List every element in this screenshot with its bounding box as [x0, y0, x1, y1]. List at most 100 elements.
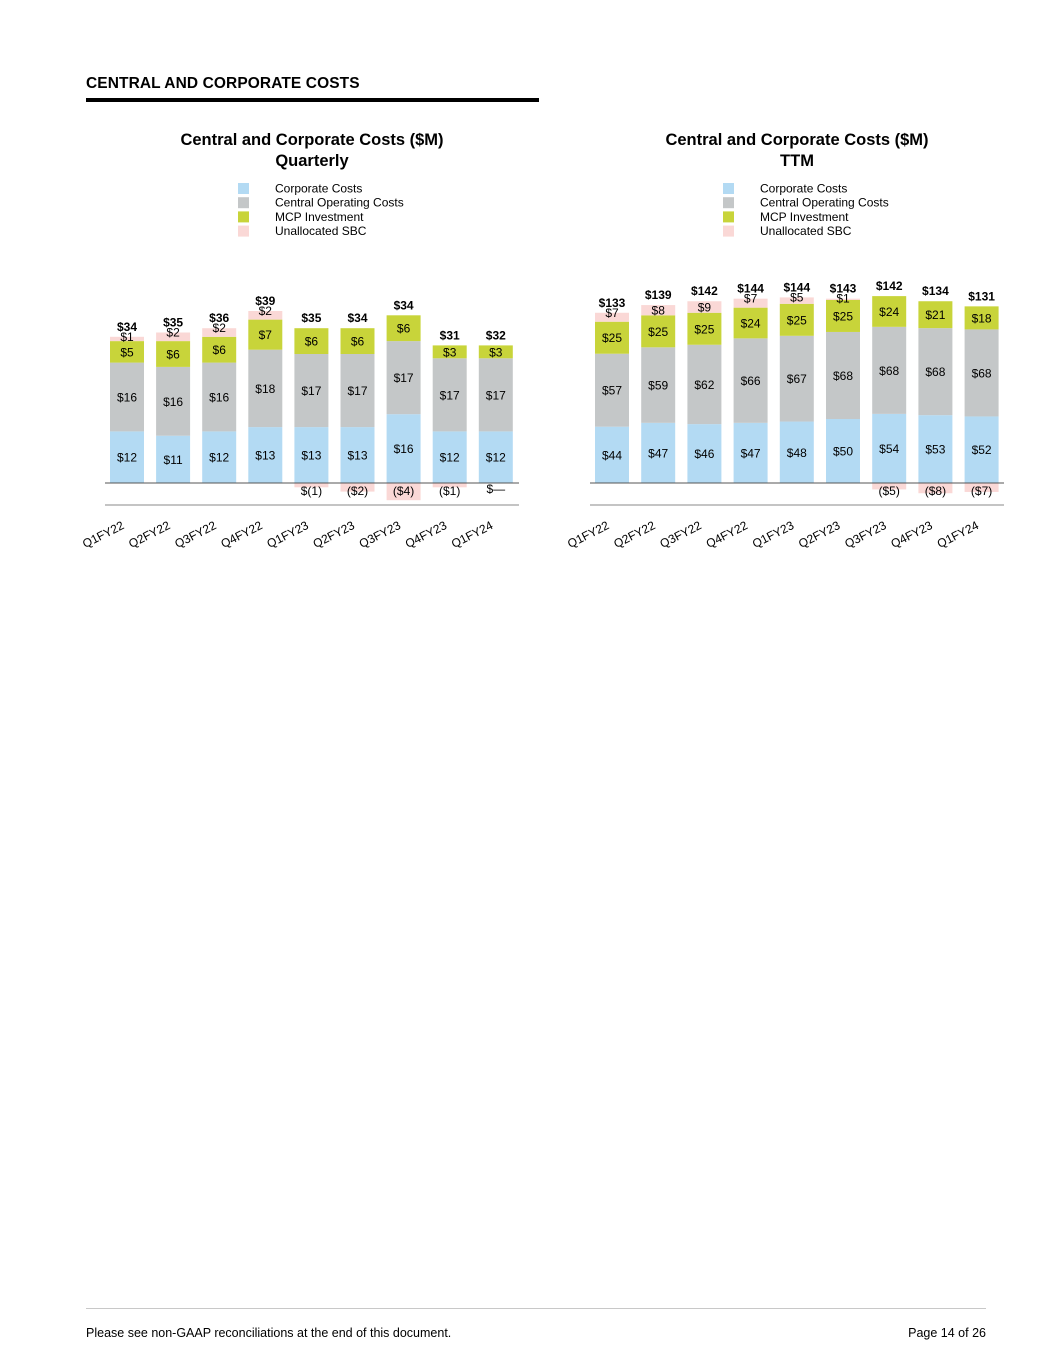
chart1-label-Q2FY22-seg3: $6	[166, 348, 180, 362]
chart2-label-Q1FY23-seg3: $25	[787, 313, 807, 327]
chart1-label-Q1FY23-seg3: $6	[305, 335, 319, 349]
footer-divider	[86, 1308, 986, 1309]
chart1-bar-Q4FY23-seg3	[432, 345, 467, 359]
chart2-label-Q4FY23-seg4: ($8)	[925, 484, 946, 498]
chart1-bar-Q1FY23-seg4	[294, 483, 329, 488]
chart1-tick-Q3FY22: Q3FY22	[172, 518, 218, 551]
chart1-label-Q3FY23-seg2: $17	[394, 371, 414, 385]
chart2-label-Q2FY22-seg2: $59	[648, 379, 668, 393]
chart2-label-Q3FY22-seg3: $25	[694, 322, 714, 336]
section-title: CENTRAL AND CORPORATE COSTS	[86, 75, 360, 92]
chart2-bar-Q3FY23-seg1	[872, 413, 907, 483]
chart1-bar-Q2FY22-seg2	[156, 366, 191, 436]
chart1-label-Q4FY23-seg4: ($1)	[439, 484, 460, 498]
chart1-tick-Q3FY23: Q3FY23	[357, 518, 403, 551]
chart2-legend-swatch-2	[723, 197, 734, 209]
chart1-bar-Q3FY22-seg3	[202, 336, 237, 363]
chart2-bar-Q2FY22-seg1	[641, 422, 676, 483]
chart1-label-Q2FY22-seg4: $2	[166, 326, 180, 340]
chart2-bar-Q4FY22-seg4	[733, 298, 768, 308]
chart2-label-Q1FY24-seg1: $52	[972, 443, 992, 457]
chart1-tick-Q1FY24: Q1FY24	[449, 518, 495, 551]
chart2-tick-Q2FY23: Q2FY23	[796, 518, 842, 551]
chart1-label-Q4FY22-seg1: $13	[255, 449, 275, 463]
chart2-tick-Q1FY23: Q1FY23	[750, 518, 796, 551]
chart1-label-Q4FY22-seg3: $7	[259, 328, 273, 342]
chart1-legend-swatch-4	[238, 225, 249, 237]
chart1-label-Q1FY24-seg3: $3	[489, 345, 503, 359]
chart2-label-Q4FY22-seg3: $24	[741, 317, 761, 331]
chart2-label-Q4FY23-seg3: $21	[925, 308, 945, 322]
chart1-label-Q3FY22-seg4: $2	[213, 321, 227, 335]
chart2-bar-Q1FY23-seg3	[779, 303, 814, 336]
chart2-label-Q2FY23-seg2: $68	[833, 369, 853, 383]
chart1-label-Q1FY22-seg3: $5	[120, 345, 134, 359]
chart2-bar-Q4FY23-seg2	[918, 328, 953, 416]
chart2-bar-Q4FY22-seg2	[733, 338, 768, 423]
chart2-tick-Q3FY23: Q3FY23	[842, 518, 888, 551]
chart1-label-Q3FY23-seg3: $6	[397, 322, 411, 336]
chart2-label-Q1FY23-seg2: $67	[787, 372, 807, 386]
chart1-bar-Q3FY23-seg1	[386, 414, 421, 483]
chart2-total-Q3FY23: $142	[876, 279, 903, 293]
chart1-label-Q1FY23-seg4: $(1)	[301, 484, 322, 498]
chart2-bar-Q1FY24-seg2	[964, 329, 999, 417]
chart2-bar-Q2FY23-seg1	[826, 419, 860, 483]
chart2-bar-Q3FY22-seg2	[687, 344, 722, 425]
chart2-bar-Q4FY23-seg3	[918, 301, 953, 329]
chart1-bar-Q3FY23-seg4	[386, 483, 421, 501]
chart2-bar-Q1FY24-seg1	[964, 416, 999, 483]
chart2-label-Q1FY24-seg4: ($7)	[971, 484, 992, 498]
section-title-underline	[86, 98, 539, 102]
chart1-label-Q1FY24-seg4: $—	[486, 482, 505, 496]
chart1-total-Q3FY22: $36	[209, 311, 229, 325]
chart2-legend-label-1: Corporate Costs	[760, 182, 847, 196]
chart1-bar-Q1FY22-seg1	[110, 431, 144, 483]
chart2-total-Q4FY23: $134	[922, 284, 949, 298]
chart2-label-Q2FY23-seg4: $1	[836, 292, 850, 306]
chart2-bar-Q3FY22-seg1	[687, 424, 722, 483]
chart1-label-Q4FY23-seg1: $12	[440, 451, 460, 465]
chart2-bar-Q2FY22-seg3	[641, 315, 676, 348]
chart1-tick-Q4FY22: Q4FY22	[218, 518, 264, 551]
chart2-label-Q1FY23-seg4: $5	[790, 290, 804, 304]
chart2-label-Q3FY23-seg3: $24	[879, 305, 899, 319]
chart1-total-Q1FY22: $34	[117, 320, 137, 334]
chart1-label-Q2FY22-seg1: $11	[164, 453, 183, 467]
chart1-label-Q1FY22-seg4: $1	[120, 330, 134, 344]
chart1-bar-Q4FY22-seg3	[248, 319, 283, 350]
chart1-label-Q2FY23-seg2: $17	[347, 384, 367, 398]
chart2-bar-Q2FY22-seg4	[641, 305, 676, 316]
chart1-bar-Q3FY22-seg4	[202, 328, 237, 337]
chart1-total-Q4FY22: $39	[255, 294, 275, 308]
chart1-legend-swatch-1	[238, 183, 249, 194]
chart1-subtitle: Quarterly	[275, 152, 349, 170]
chart2-bar-Q3FY23-seg3	[872, 296, 907, 327]
chart2-bar-Q2FY23-seg3	[826, 299, 860, 332]
chart2-total-Q1FY24: $131	[968, 289, 995, 303]
chart2-bar-Q1FY24-seg3	[964, 306, 999, 330]
chart1-bar-Q4FY23-seg2	[432, 358, 467, 432]
chart2-bar-Q2FY23-seg4	[826, 298, 860, 300]
chart1-label-Q3FY23-seg1: $16	[394, 442, 414, 456]
chart1-total-Q2FY22: $35	[163, 316, 183, 330]
chart2-bar-Q1FY24-seg4	[964, 483, 999, 492]
chart2-bar-Q3FY23-seg2	[872, 326, 907, 414]
chart1-tick-Q4FY23: Q4FY23	[403, 518, 449, 551]
footer-note: Please see non-GAAP reconciliations at t…	[86, 1326, 452, 1340]
chart2-label-Q2FY23-seg3: $25	[833, 309, 853, 323]
chart1-legend-swatch-2	[238, 197, 249, 209]
chart1-bar-Q1FY23-seg3	[294, 328, 329, 354]
chart1-tick-Q2FY22: Q2FY22	[126, 518, 172, 551]
chart1-bar-Q1FY22-seg4	[110, 336, 144, 342]
chart2-label-Q3FY23-seg4: ($5)	[879, 484, 900, 498]
chart1-legend-label-3: MCP Investment	[275, 210, 364, 224]
chart1-label-Q2FY23-seg3: $6	[351, 335, 365, 349]
chart1-bar-Q1FY24-seg3	[478, 345, 513, 359]
charts-canvas: Central and Corporate Costs ($M) Quarterl…	[80, 131, 1004, 551]
chart2-tick-Q3FY22: Q3FY22	[658, 518, 704, 551]
chart1-bar-Q2FY23-seg1	[340, 427, 375, 483]
chart2-label-Q4FY22-seg1: $47	[741, 446, 761, 460]
chart1-bar-Q4FY23-seg1	[432, 431, 467, 483]
chart2-total-Q3FY22: $142	[691, 284, 718, 298]
